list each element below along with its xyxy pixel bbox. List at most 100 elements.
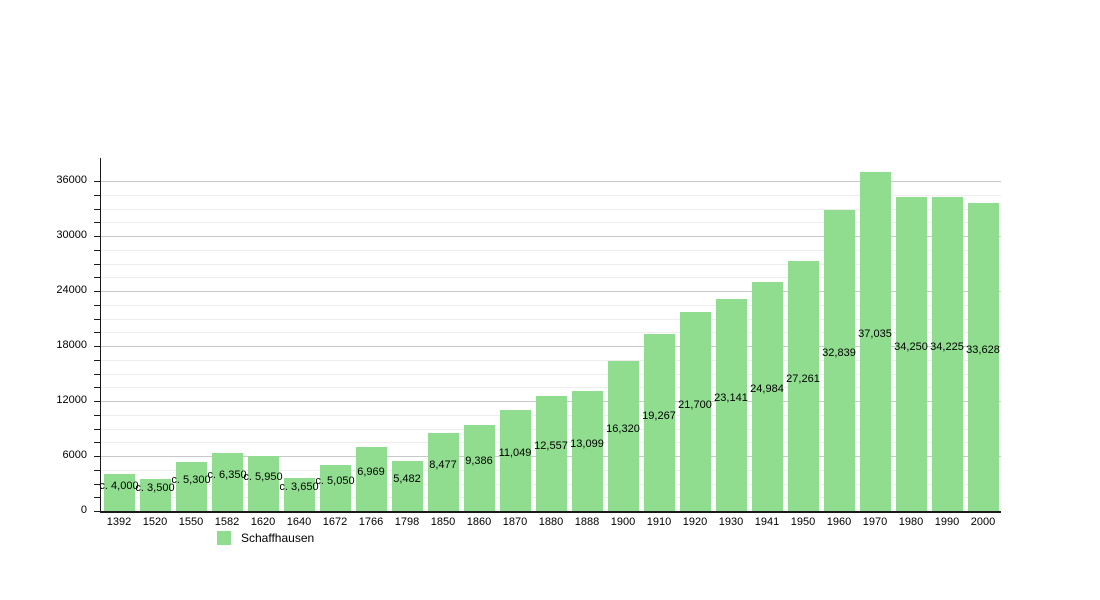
x-axis-label: 1620 (250, 516, 276, 528)
bar-1798 (391, 460, 423, 511)
x-axis-label: 1910 (646, 516, 672, 528)
bar-value-label: c. 4,000 (99, 479, 139, 492)
x-axis-label: 1582 (214, 516, 240, 528)
bar-value-label: c. 5,050 (315, 474, 355, 487)
bar-1900 (607, 361, 639, 511)
bar-1941 (751, 281, 783, 511)
y-axis-tick (94, 304, 101, 306)
bar-1870 (499, 409, 531, 511)
bar-1850 (427, 433, 459, 511)
x-axis-label: 1798 (394, 516, 420, 528)
y-axis-tick (94, 208, 101, 210)
x-axis-label: 1672 (322, 516, 348, 528)
gridline-minor (101, 208, 1001, 210)
y-axis-label: 0 (80, 504, 87, 516)
y-axis-label: 24000 (56, 284, 87, 296)
y-axis-tick (94, 469, 101, 471)
gridline-minor (101, 332, 1001, 334)
gridline-minor (101, 222, 1001, 224)
x-axis-label: 1980 (898, 516, 924, 528)
y-axis-tick (94, 511, 101, 512)
gridline-minor (101, 249, 1001, 251)
gridline-minor (101, 373, 1001, 375)
bar-1980 (895, 197, 927, 511)
y-axis-tick (94, 442, 101, 444)
gridline-major (101, 181, 1001, 182)
x-axis-label: 1888 (574, 516, 600, 528)
x-axis-label: 2000 (970, 516, 996, 528)
x-axis-label: 1950 (790, 516, 816, 528)
legend-label: Schaffhausen (241, 531, 315, 545)
bar-value-label: 21,700 (678, 398, 712, 411)
x-axis-label: 1392 (106, 516, 132, 528)
y-axis-label: 36000 (56, 174, 87, 186)
bar-value-label: 34,225 (930, 341, 964, 354)
bar-1766 (355, 447, 387, 511)
bar-1520 (139, 478, 171, 511)
bar-1582 (211, 452, 243, 511)
bar-value-label: 37,035 (858, 328, 892, 341)
bar-value-label: 34,250 (894, 341, 928, 354)
bar-value-label: 13,099 (570, 437, 604, 450)
bar-value-label: 27,261 (786, 373, 820, 386)
y-axis-tick (94, 387, 101, 389)
y-axis-tick (94, 401, 101, 402)
bar-value-label: 5,482 (393, 472, 421, 485)
x-axis-label: 1850 (430, 516, 456, 528)
bar-value-label: c. 5,950 (243, 470, 283, 483)
gridline-minor (101, 359, 1001, 361)
y-axis-tick (94, 359, 101, 361)
gridline-major (101, 346, 1001, 347)
y-axis-tick (94, 181, 101, 182)
bar-1860 (463, 424, 495, 511)
bar-2000 (967, 202, 999, 511)
gridline-major (101, 291, 1001, 292)
bar-value-label: 16,320 (606, 423, 640, 436)
bar-value-label: c. 6,350 (207, 468, 247, 481)
y-axis-tick (94, 346, 101, 347)
x-axis-label: 1766 (358, 516, 384, 528)
gridline-minor (101, 263, 1001, 265)
y-axis-tick (94, 497, 101, 499)
y-axis-tick (94, 236, 101, 237)
gridline-minor (101, 194, 1001, 196)
y-axis-tick (94, 414, 101, 416)
bar-1640 (283, 477, 315, 511)
gridline-minor (101, 277, 1001, 279)
x-axis-label: 1520 (142, 516, 168, 528)
y-axis-tick (94, 332, 101, 334)
bar-value-label: 8,477 (429, 459, 457, 472)
y-axis-tick (94, 483, 101, 485)
bar-1392 (103, 474, 135, 511)
y-axis-tick (94, 428, 101, 430)
bar-1672 (319, 464, 351, 511)
x-axis-label: 1880 (538, 516, 564, 528)
y-axis-tick (94, 318, 101, 320)
x-axis-label: 1920 (682, 516, 708, 528)
bar-1910 (643, 334, 675, 511)
bar-1888 (571, 390, 603, 511)
x-axis-label: 1550 (178, 516, 204, 528)
y-axis-tick (94, 249, 101, 251)
x-axis-label: 1860 (466, 516, 492, 528)
bar-value-label: 6,969 (357, 466, 385, 479)
x-axis-label: 1960 (826, 516, 852, 528)
bar-value-label: 23,141 (714, 391, 748, 404)
y-axis-tick (94, 222, 101, 224)
y-axis-label: 6000 (62, 449, 87, 461)
y-axis-tick (94, 277, 101, 279)
bar-value-label: 24,984 (750, 383, 784, 396)
y-axis-label: 30000 (56, 229, 87, 241)
gridline-minor (101, 387, 1001, 389)
bar-value-label: c. 3,500 (135, 481, 175, 494)
y-axis-tick (94, 291, 101, 292)
gridline-minor (101, 304, 1001, 306)
x-axis-label: 1870 (502, 516, 528, 528)
bar-value-label: 12,557 (534, 440, 568, 453)
gridline-major (101, 236, 1001, 237)
bar-value-label: c. 5,300 (171, 473, 211, 486)
bar-1550 (175, 462, 207, 511)
bar-1920 (679, 312, 711, 511)
plot-area: 0 6000 12000 18000 24000 30000 36000 c. 4,000 13… (56, 158, 1001, 528)
